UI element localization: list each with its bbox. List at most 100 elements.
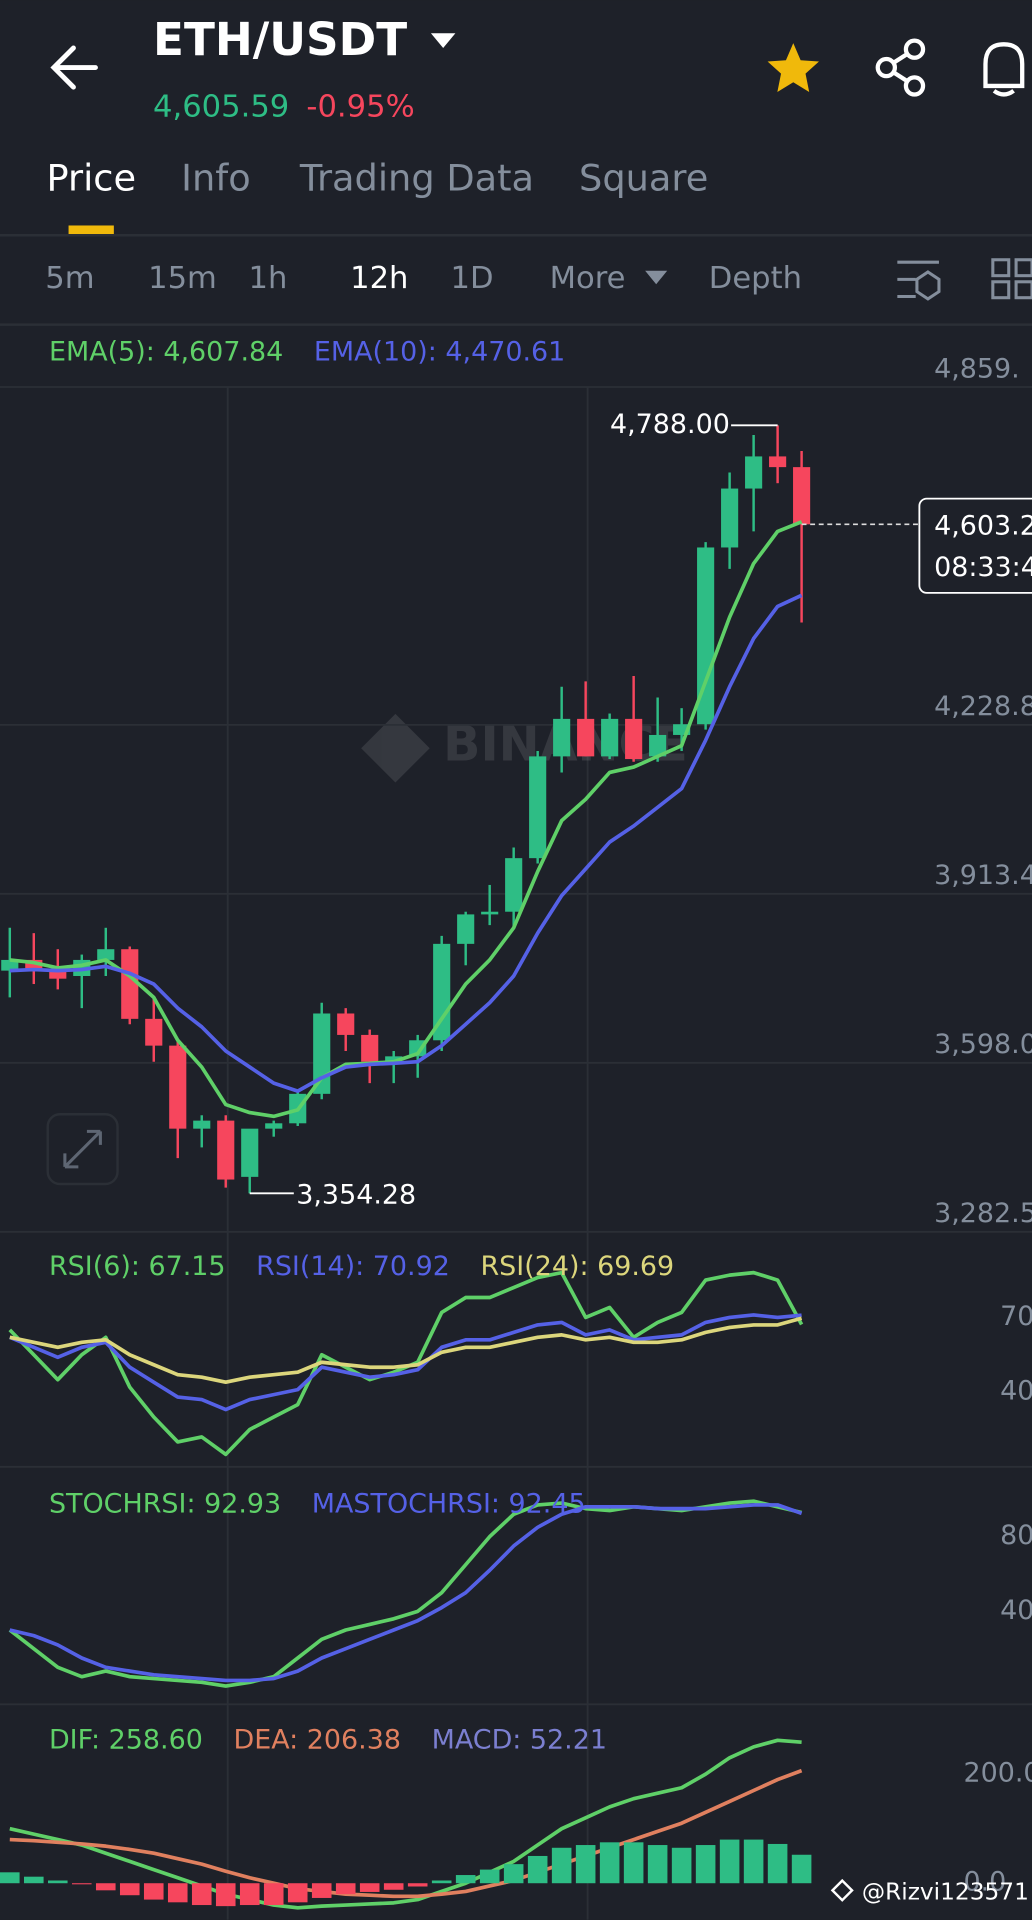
pair-title[interactable]: ETH/USDT (153, 13, 407, 66)
interval[interactable]: 5m (45, 261, 94, 296)
legend-entry: RSI(14): 70.92 (256, 1251, 450, 1282)
legend-entry: RSI(24): 69.69 (480, 1251, 674, 1282)
candle-body (793, 467, 811, 525)
histogram-bar (503, 1864, 524, 1884)
legend-entry: STOCHRSI: 92.93 (49, 1488, 281, 1519)
y-tick-label: 70 (1000, 1301, 1032, 1332)
histogram-bar (527, 1855, 548, 1884)
y-tick-label: 4,859. (934, 353, 1020, 384)
more-dropdown[interactable] (645, 270, 668, 285)
alert-bell[interactable] (983, 42, 1025, 97)
histogram-bar (0, 1872, 20, 1884)
histogram-bar (791, 1854, 812, 1884)
tab[interactable]: Price (47, 157, 137, 200)
candle-body (337, 1013, 355, 1035)
histogram-bar (695, 1845, 716, 1884)
candle-body (625, 718, 643, 760)
candle-body (673, 724, 691, 735)
candle-body (601, 718, 619, 757)
indicator-settings[interactable] (897, 260, 941, 301)
candle-body (649, 734, 667, 757)
interval[interactable]: 1h (249, 261, 288, 296)
histogram-bar (719, 1839, 740, 1884)
histogram-bar (743, 1839, 764, 1884)
legend-entry: DEA: 206.38 (233, 1725, 401, 1756)
histogram-bar (479, 1869, 500, 1884)
tab[interactable]: Info (181, 157, 251, 200)
credit-logo (830, 1878, 854, 1902)
legend-entry: RSI(6): 67.15 (49, 1251, 226, 1282)
price-tag (918, 497, 1032, 594)
favorite-star[interactable] (767, 43, 819, 93)
indicator-line (9, 593, 803, 1093)
candle-body (457, 914, 475, 944)
y-tick-label: 0.0 (963, 1867, 1006, 1898)
interval[interactable]: 1D (451, 261, 494, 296)
legend-entry: DIF: 258.60 (49, 1725, 203, 1756)
credit: @Rizvi123571 (862, 1878, 1029, 1905)
candle-body (745, 456, 763, 489)
candle-body (385, 1056, 403, 1062)
candle-body (241, 1128, 259, 1177)
candle-body (121, 949, 139, 1019)
histogram-bar (311, 1883, 332, 1898)
low-label: 3,354.28 (296, 1179, 416, 1210)
candle-body (577, 718, 595, 757)
histogram-bar (191, 1883, 212, 1906)
legend-entry: EMA(10): 4,470.61 (314, 336, 565, 367)
tab-underline (68, 225, 114, 235)
candle-body (217, 1120, 235, 1180)
candle-body (433, 943, 451, 1041)
layout-toggle[interactable] (991, 258, 1032, 300)
high-label: 4,788.00 (610, 409, 730, 440)
candle-body (481, 911, 499, 915)
tab[interactable]: Square (579, 157, 708, 200)
histogram-bar (335, 1883, 356, 1895)
y-tick-label: 3,598.0 (934, 1029, 1032, 1060)
indicator-line (9, 1768, 803, 1899)
interval[interactable]: 15m (148, 261, 217, 296)
pair-dropdown[interactable] (430, 33, 456, 48)
candle-body (145, 1018, 163, 1046)
histogram-bar (407, 1883, 428, 1887)
indicator-line (9, 1738, 802, 1910)
histogram-bar (95, 1883, 116, 1891)
y-tick-label: 4,228.8 (934, 691, 1032, 722)
interval[interactable]: More (550, 261, 626, 296)
indicator-line (9, 1503, 803, 1683)
legend-entry: MACD: 52.21 (432, 1725, 607, 1756)
candle-body (265, 1123, 283, 1129)
histogram-bar (575, 1845, 596, 1884)
back-button[interactable] (50, 45, 98, 90)
candle-body (697, 547, 715, 725)
candle-body (553, 718, 571, 757)
watermark-logo (361, 713, 430, 783)
histogram-bar (551, 1847, 572, 1884)
candle-body (49, 969, 67, 979)
indicator-line (9, 520, 803, 1119)
candle-body (25, 959, 43, 970)
legend-entry: EMA(5): 4,607.84 (49, 336, 283, 367)
share-button[interactable] (875, 38, 926, 97)
price-tag-countdown: 08:33:4 (934, 552, 1032, 583)
histogram-bar (119, 1883, 140, 1896)
histogram-bar (767, 1843, 788, 1884)
tab[interactable]: Trading Data (299, 157, 534, 200)
histogram-bar (671, 1847, 692, 1884)
histogram-bar (23, 1876, 44, 1884)
histogram-bar (623, 1842, 644, 1884)
expand-button[interactable] (46, 1113, 119, 1186)
candle-body (529, 756, 547, 859)
indicator-line (9, 1313, 802, 1412)
interval[interactable]: Depth (709, 261, 802, 296)
y-tick-label: 200.0 (963, 1758, 1032, 1789)
plot: 3,282.5 3,598.0 3,913.4 4,228.8 4,859. 4,788.… (0, 336, 1032, 1910)
histogram-bar (383, 1883, 404, 1890)
histogram-bar (287, 1883, 308, 1903)
interval[interactable]: 12h (350, 261, 408, 296)
histogram-bar (47, 1880, 68, 1884)
histogram-bar (215, 1883, 236, 1907)
